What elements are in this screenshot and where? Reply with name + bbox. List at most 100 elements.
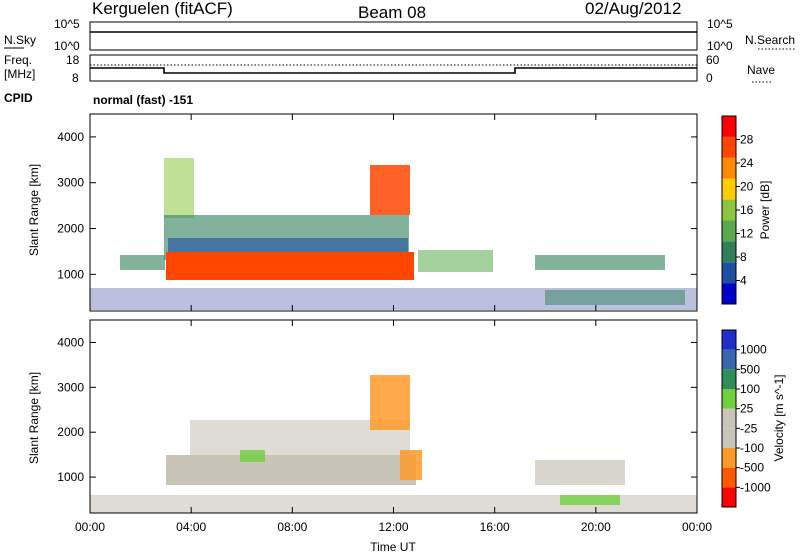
power-colorbar-swatch-4 [722, 199, 736, 221]
velocity-colorbar-swatch-8 [722, 330, 736, 350]
vel-band-main [166, 455, 416, 485]
station-title: Kerguelen (fitACF) [92, 0, 233, 18]
noise-right-tick-top: 10^5 [707, 17, 733, 31]
velocity-colorbar-swatch-7 [722, 349, 736, 370]
power-y-tick-label-1: 2000 [57, 222, 84, 236]
time-tick-label-3: 12:00 [378, 520, 408, 534]
velocity-colorbar-tick-label-0: -1000 [740, 480, 771, 494]
power-colorbar-tick-label-2: 12 [740, 227, 754, 241]
power-band-evening [535, 255, 665, 270]
time-axis: 00:00 04:00 08:00 12:00 16:00 20:00 00:00 [75, 114, 712, 534]
time-tick-label-0: 00:00 [75, 520, 105, 534]
velocity-y-tick-label-0: 1000 [57, 470, 84, 484]
power-colorbar-tick-label-4: 20 [740, 180, 754, 194]
power-heatmap [90, 158, 697, 310]
vel-band-green-low [560, 495, 620, 505]
velocity-colorbar-tick-label-5: 100 [740, 382, 760, 396]
freq-panel: Freq. [MHz] 18 8 60 0 Nave [4, 53, 775, 85]
nave-label: Nave [747, 63, 775, 77]
freq-trace [90, 67, 697, 74]
power-colorbar-swatch-2 [722, 241, 736, 263]
velocity-colorbar-swatch-0 [722, 487, 736, 507]
power-colorbar-swatch-3 [722, 220, 736, 242]
time-tick-label-6: 00:00 [682, 520, 712, 534]
power-colorbar-swatch-1 [722, 262, 736, 284]
power-panel: 1000 2000 3000 4000 Slant Range [km] 4 8 12 16… [27, 113, 772, 312]
nave-tick-top: 60 [706, 53, 720, 67]
power-colorbar-tick-label-0: 4 [740, 274, 747, 288]
velocity-colorbar-tick-label-4: 25 [740, 402, 754, 416]
power-band-main [166, 252, 414, 280]
vel-band-post [400, 450, 422, 480]
power-band-upper-left [164, 158, 194, 218]
power-colorbar-swatch-0 [722, 283, 736, 304]
power-band-post [418, 250, 493, 272]
power-y-tick-label-3: 4000 [57, 130, 84, 144]
velocity-colorbar-label: Velocity [m s^-1] [772, 375, 786, 462]
velocity-y-tick-label-1: 2000 [57, 425, 84, 439]
noise-left-tick-bottom: 10^0 [54, 39, 80, 53]
noise-search-label: N.Search [745, 33, 795, 47]
velocity-y-tick-label-2: 3000 [57, 380, 84, 394]
noise-panel: N.Sky 10^5 10^0 10^5 10^0 N.Search [4, 17, 795, 53]
vel-band-evening [535, 460, 625, 485]
power-colorbar-swatch-7 [722, 136, 736, 158]
power-band-evening-low [545, 290, 685, 305]
noise-panel-frame [89, 21, 698, 51]
time-tick-label-2: 08:00 [277, 520, 307, 534]
power-colorbar-swatch-8 [722, 116, 736, 137]
velocity-heatmap [90, 375, 697, 513]
time-axis-label: Time UT [370, 540, 416, 554]
time-tick-label-1: 04:00 [176, 520, 206, 534]
velocity-colorbar-tick-label-1: -500 [740, 461, 764, 475]
freq-tick-bottom: 8 [72, 71, 79, 85]
power-band-blue [168, 238, 408, 252]
noise-right-tick-bottom: 10^0 [707, 39, 733, 53]
vel-band-upper-right [370, 375, 410, 430]
freq-label-line1: Freq. [4, 53, 32, 67]
velocity-y-tick-label-3: 4000 [57, 335, 84, 349]
power-colorbar-tick-label-6: 28 [740, 133, 754, 147]
freq-tick-top: 18 [66, 53, 80, 67]
date-label: 02/Aug/2012 [585, 0, 681, 18]
velocity-colorbar-tick-label-2: -100 [740, 441, 764, 455]
power-colorbar-tick-label-1: 8 [740, 250, 747, 264]
power-y-tick-label-2: 3000 [57, 176, 84, 190]
power-colorbar: 4 8 12 16 20 24 28 [721, 115, 754, 305]
power-colorbar-swatch-6 [722, 157, 736, 179]
vel-band-ground [90, 495, 697, 513]
velocity-colorbar-swatch-2 [722, 448, 736, 468]
power-y-tick-label-0: 1000 [57, 267, 84, 281]
velocity-colorbar-tick-label-3: -25 [740, 421, 758, 435]
velocity-ylabel: Slant Range [km] [27, 372, 41, 464]
velocity-colorbar-tick-label-6: 500 [740, 362, 760, 376]
power-colorbar-label: Power [dB] [758, 181, 772, 240]
freq-label-line2: [MHz] [4, 67, 35, 81]
velocity-colorbar: -1000 -500 -100 -25 25 100 500 1000 [721, 329, 771, 508]
power-colorbar-tick-label-3: 16 [740, 203, 754, 217]
velocity-colorbar-swatch-1 [722, 467, 736, 488]
velocity-colorbar-tick-label-7: 1000 [740, 343, 767, 357]
beam-label: Beam 08 [358, 3, 426, 22]
power-band-upper-right [370, 165, 410, 215]
power-ylabel: Slant Range [km] [27, 164, 41, 256]
velocity-y-axis: 1000 2000 3000 4000 [57, 335, 697, 484]
cpid-value: normal (fast) -151 [93, 93, 193, 107]
power-y-axis: 1000 2000 3000 4000 [57, 130, 697, 281]
power-band-early [120, 255, 165, 270]
time-tick-label-4: 16:00 [480, 520, 510, 534]
velocity-colorbar-swatch-5 [722, 389, 736, 409]
time-tick-label-5: 20:00 [581, 520, 611, 534]
velocity-colorbar-frame [721, 329, 737, 508]
cpid-label: CPID [4, 91, 33, 105]
noise-left-tick-top: 10^5 [54, 17, 80, 31]
velocity-colorbar-swatch-4 [722, 408, 736, 429]
power-colorbar-swatch-5 [722, 178, 736, 200]
velocity-colorbar-swatch-6 [722, 369, 736, 389]
nave-tick-bottom: 0 [706, 71, 713, 85]
vel-band-green [240, 450, 265, 462]
velocity-colorbar-swatch-3 [722, 428, 736, 448]
noise-sky-label: N.Sky [4, 33, 36, 47]
